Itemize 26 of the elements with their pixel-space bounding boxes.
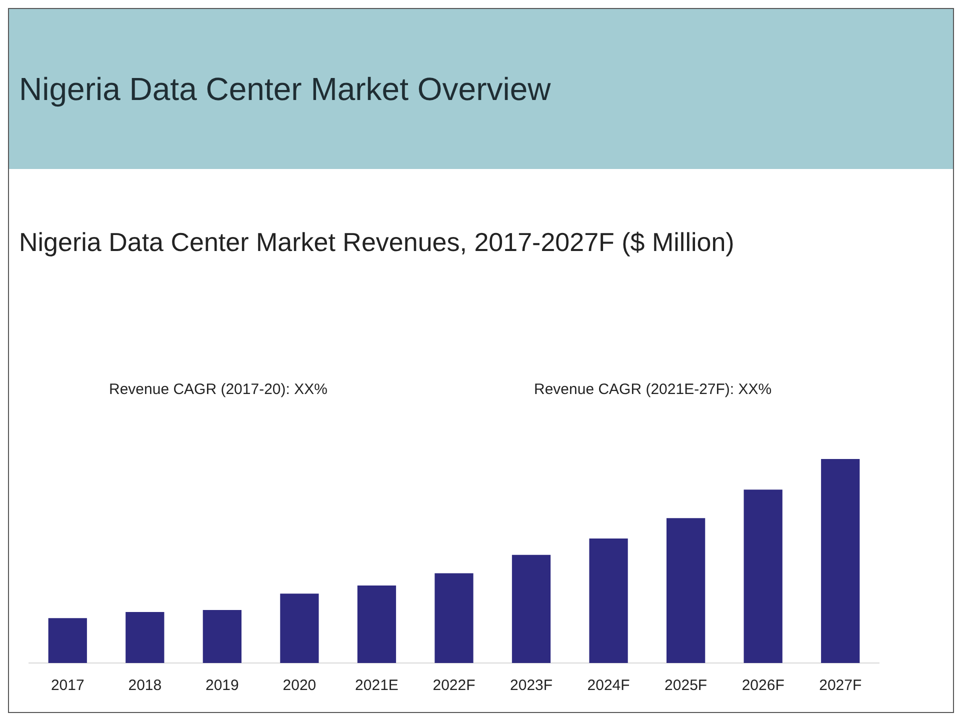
x-tick-label: 2025F: [664, 677, 708, 694]
x-tick-label: 2027F: [819, 677, 862, 694]
text: Revenue CAGR (2021E-27F): XX%: [534, 381, 772, 398]
bar: [821, 459, 860, 663]
chart-title: Nigeria Data Center Market Overview: [19, 70, 551, 108]
x-tick-label: 2026F: [742, 677, 784, 694]
x-tick-label: 2018: [128, 677, 162, 694]
bar: [744, 490, 782, 663]
x-tick-label: 2017: [50, 677, 84, 694]
text: Revenue CAGR (2017-20): XX%: [109, 381, 328, 398]
x-tick-label: 2020: [282, 677, 316, 694]
x-tick-label: 2024F: [587, 677, 630, 694]
bar: [357, 585, 396, 663]
bar: [589, 538, 628, 663]
x-tick-label: 2022F: [432, 677, 476, 694]
bar: [666, 518, 706, 663]
bar: [48, 618, 87, 663]
x-tick-label: 2019: [205, 677, 239, 694]
x-tick-label: 2023F: [510, 677, 553, 694]
bar: [512, 554, 551, 663]
bar: [202, 610, 242, 663]
chart-subtitle: Nigeria Data Center Market Revenues, 2017-2027F ($ Million): [19, 227, 734, 258]
x-tick-label: 2021E: [355, 677, 398, 694]
bar: [126, 612, 164, 663]
bar: [434, 573, 474, 663]
bar: [280, 594, 319, 663]
